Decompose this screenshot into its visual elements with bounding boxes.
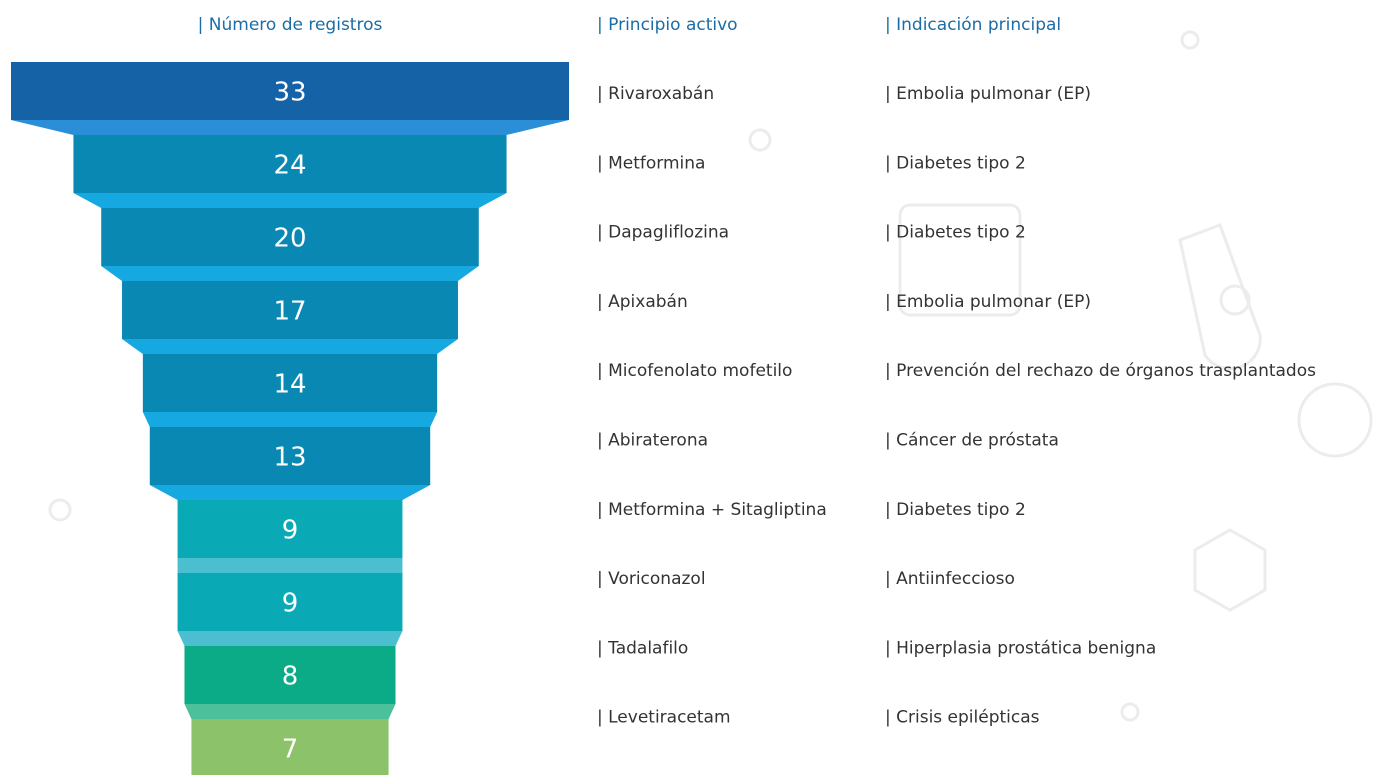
active-ingredient: | Metformina + Sitagliptina: [597, 500, 827, 520]
column-header: | Número de registros: [198, 15, 383, 35]
active-ingredient: | Tadalafilo: [597, 638, 688, 658]
bar-value-label: 17: [273, 297, 306, 327]
active-ingredient: | Rivaroxabán: [597, 84, 714, 104]
funnel-connector: [11, 120, 569, 135]
funnel-connector: [73, 193, 506, 208]
funnel-connector: [143, 412, 437, 427]
main-indication: | Embolia pulmonar (EP): [885, 84, 1091, 104]
funnel-connector: [178, 558, 403, 573]
bar-value-label: 20: [273, 224, 306, 254]
active-ingredient: | Voriconazol: [597, 569, 706, 589]
bar-value-label: 9: [282, 589, 299, 619]
bar-value-label: 9: [282, 516, 299, 546]
main-indication: | Prevención del rechazo de órganos tras…: [885, 361, 1316, 381]
main-indication: | Diabetes tipo 2: [885, 500, 1026, 520]
main-indication: | Cáncer de próstata: [885, 431, 1059, 451]
active-ingredient: | Micofenolato mofetilo: [597, 361, 792, 381]
active-ingredient: | Abiraterona: [597, 431, 708, 451]
main-indication: | Antiinfeccioso: [885, 569, 1015, 589]
infographic: | Número de registros | Principio activo |…: [0, 0, 1375, 775]
active-ingredient: | Apixabán: [597, 292, 688, 312]
funnel-connector: [122, 339, 458, 354]
active-ingredient: | Levetiracetam: [597, 708, 731, 728]
main-indication: | Crisis epilépticas: [885, 708, 1040, 728]
funnel-connector: [101, 266, 479, 281]
bar-value-label: 8: [282, 662, 299, 692]
bar-value-label: 13: [273, 443, 306, 473]
main-indication: | Diabetes tipo 2: [885, 153, 1026, 173]
bar-value-label: 7: [282, 735, 299, 765]
main-indication: | Embolia pulmonar (EP): [885, 292, 1091, 312]
funnel-connector: [178, 631, 403, 646]
column-header: | Principio activo: [597, 15, 738, 35]
active-ingredient: | Metformina: [597, 153, 705, 173]
funnel-connector: [150, 485, 430, 500]
funnel-connector: [184, 704, 395, 719]
bar-value-label: 33: [273, 78, 306, 108]
column-header: | Indicación principal: [885, 15, 1061, 35]
active-ingredient: | Dapagliflozina: [597, 223, 729, 243]
main-indication: | Hiperplasia prostática benigna: [885, 638, 1156, 658]
main-indication: | Diabetes tipo 2: [885, 223, 1026, 243]
bar-value-label: 14: [273, 370, 306, 400]
bar-value-label: 24: [273, 151, 306, 181]
